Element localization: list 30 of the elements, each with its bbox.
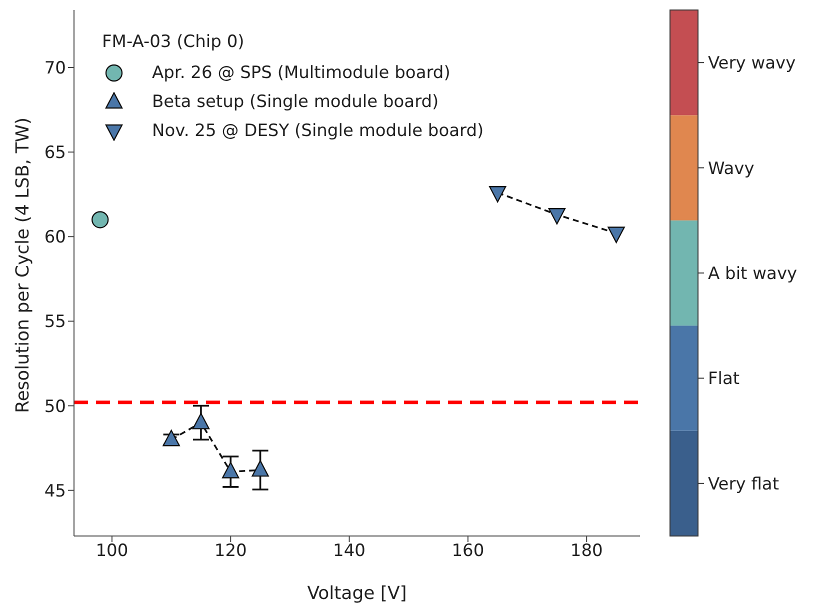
color-bar-label: Very flat	[708, 474, 780, 494]
legend-title: FM-A-03 (Chip 0)	[102, 32, 246, 52]
x-tick-label: 100	[96, 541, 128, 562]
point	[192, 412, 210, 430]
point	[222, 462, 240, 478]
point	[489, 186, 506, 202]
x-tick-label: 180	[570, 541, 603, 562]
legend-label: Nov. 25 @ DESY (Single module board)	[152, 120, 484, 140]
color-bar-label: Very wavy	[708, 54, 796, 74]
x-tick-label: 140	[333, 541, 366, 562]
legend-label: Beta setup (Single module board)	[152, 92, 439, 112]
point	[548, 208, 566, 224]
x-axis-title: Voltage [V]	[307, 583, 407, 604]
color-bar-label: Flat	[708, 369, 740, 390]
point	[162, 430, 180, 446]
point	[252, 460, 269, 477]
color-bar-label: A bit wavy	[708, 264, 798, 284]
y-tick-label: 45	[44, 481, 66, 502]
y-tick-label: 70	[44, 58, 66, 79]
x-tick-label: 160	[452, 541, 484, 562]
point	[92, 211, 109, 228]
y-tick-label: 50	[44, 396, 66, 417]
y-tick-label: 65	[44, 143, 66, 164]
color-bar-label: Wavy	[708, 158, 754, 179]
y-tick-label: 60	[44, 228, 66, 248]
point	[608, 226, 625, 244]
y-axis-title: Resolution per Cycle (4 LSB, TW)	[12, 117, 34, 413]
legend-label: Apr. 26 @ SPS (Multimodule board)	[152, 62, 450, 82]
y-tick-label: 55	[44, 312, 66, 332]
x-tick-label: 120	[214, 541, 247, 562]
